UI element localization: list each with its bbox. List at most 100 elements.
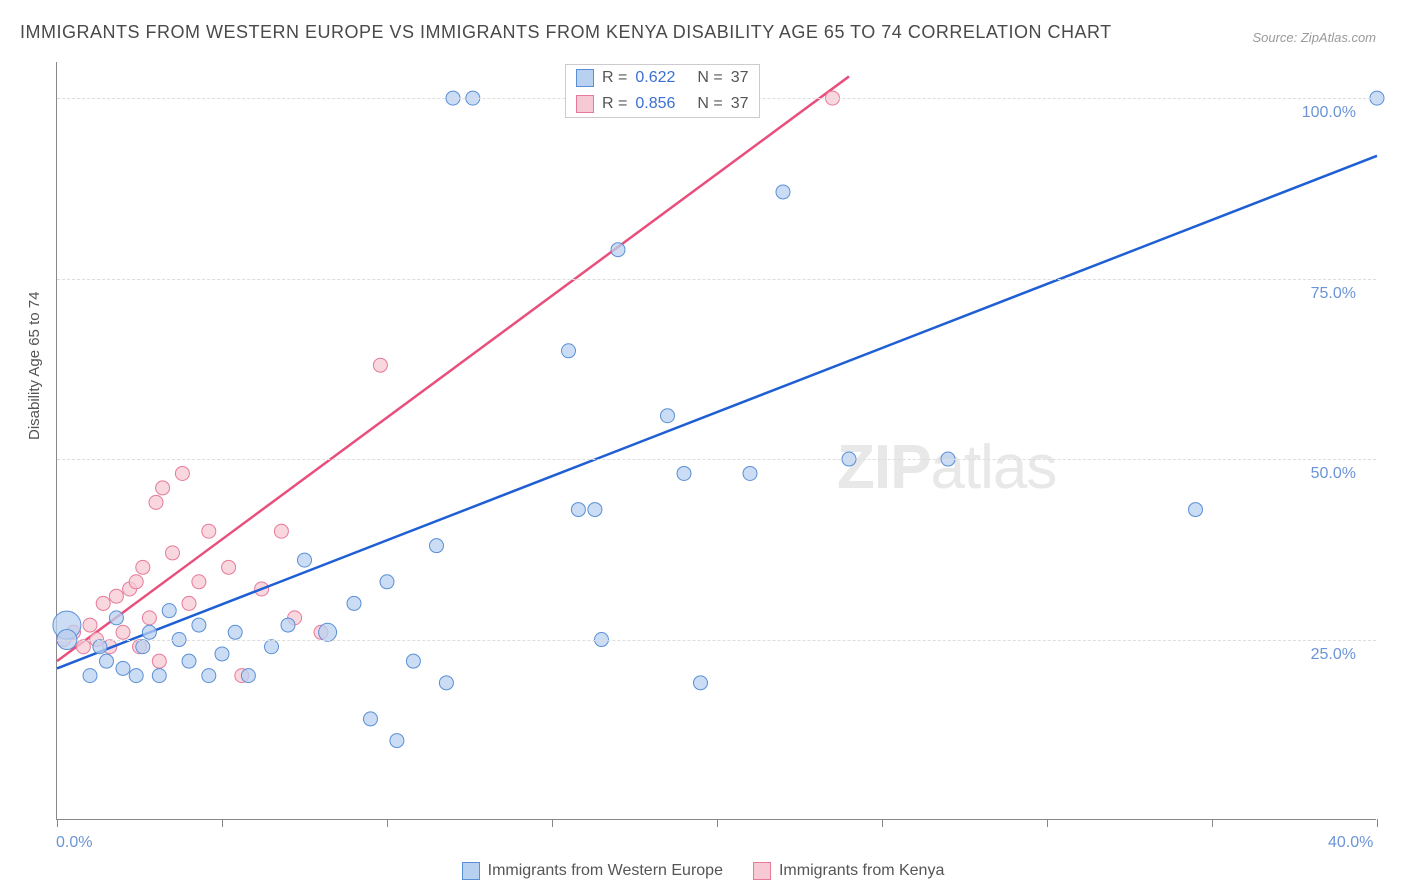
plot-area: ZIPatlas 25.0%50.0%75.0%100.0% <box>56 62 1376 820</box>
legend-series-label: Immigrants from Kenya <box>779 862 944 880</box>
gridline <box>57 459 1376 460</box>
data-point <box>136 560 150 574</box>
x-tick <box>882 819 883 827</box>
y-tick-label: 25.0% <box>1311 646 1356 664</box>
data-point <box>571 503 585 517</box>
data-point <box>100 654 114 668</box>
data-point <box>142 625 156 639</box>
x-tick <box>222 819 223 827</box>
r-value: 0.856 <box>635 95 675 113</box>
legend-series-item: Immigrants from Kenya <box>753 862 944 880</box>
data-point <box>364 712 378 726</box>
legend-swatch <box>576 69 594 87</box>
n-label: N = <box>697 69 722 87</box>
x-tick <box>1212 819 1213 827</box>
legend-swatch <box>462 862 480 880</box>
data-point <box>677 466 691 480</box>
legend-row: R =0.622N =37 <box>566 65 759 91</box>
data-point <box>152 669 166 683</box>
data-point <box>222 560 236 574</box>
data-point <box>109 611 123 625</box>
x-tick <box>1047 819 1048 827</box>
data-point <box>96 596 110 610</box>
y-axis-label: Disability Age 65 to 74 <box>26 292 43 440</box>
data-point <box>265 640 279 654</box>
n-label: N = <box>697 95 722 113</box>
data-point <box>373 358 387 372</box>
data-point <box>136 640 150 654</box>
source-label: Source: ZipAtlas.com <box>1252 30 1376 45</box>
y-tick-label: 50.0% <box>1311 465 1356 483</box>
data-point <box>93 640 107 654</box>
data-point <box>347 596 361 610</box>
data-point <box>182 596 196 610</box>
data-point <box>129 575 143 589</box>
data-point <box>743 466 757 480</box>
legend-correlation: R = 0.622 N = 37R = 0.856 N = 37 <box>565 64 760 118</box>
r-label: R = <box>602 95 627 113</box>
data-point <box>152 654 166 668</box>
legend-swatch <box>576 95 594 113</box>
data-point <box>776 185 790 199</box>
data-point <box>142 611 156 625</box>
x-tick <box>552 819 553 827</box>
data-point <box>182 654 196 668</box>
y-tick-label: 75.0% <box>1311 285 1356 303</box>
data-point <box>215 647 229 661</box>
data-point <box>439 676 453 690</box>
data-point <box>116 625 130 639</box>
data-point <box>274 524 288 538</box>
data-point <box>202 524 216 538</box>
legend-series: Immigrants from Western Europe Immigrants… <box>0 862 1406 880</box>
chart-title: IMMIGRANTS FROM WESTERN EUROPE VS IMMIGR… <box>20 22 1112 43</box>
data-point <box>406 654 420 668</box>
x-tick <box>1377 819 1378 827</box>
data-point <box>83 669 97 683</box>
legend-series-item: Immigrants from Western Europe <box>462 862 723 880</box>
x-tick <box>57 819 58 827</box>
data-point <box>175 466 189 480</box>
x-tick-label: 40.0% <box>1328 834 1373 852</box>
n-value: 37 <box>731 95 749 113</box>
x-tick <box>717 819 718 827</box>
trend-line <box>57 76 849 661</box>
data-point <box>116 661 130 675</box>
data-point <box>129 669 143 683</box>
data-point <box>380 575 394 589</box>
data-point <box>611 243 625 257</box>
correlation-chart: IMMIGRANTS FROM WESTERN EUROPE VS IMMIGR… <box>0 0 1406 892</box>
plot-svg <box>57 62 1376 819</box>
data-point <box>192 618 206 632</box>
data-point <box>588 503 602 517</box>
data-point <box>83 618 97 632</box>
data-point <box>149 495 163 509</box>
legend-row: R = 0.856 N = 37 <box>566 91 759 117</box>
x-tick <box>387 819 388 827</box>
data-point <box>661 409 675 423</box>
data-point <box>109 589 123 603</box>
gridline <box>57 279 1376 280</box>
data-point <box>562 344 576 358</box>
data-point <box>166 546 180 560</box>
y-tick-label: 100.0% <box>1302 104 1356 122</box>
data-point <box>298 553 312 567</box>
legend-swatch <box>753 862 771 880</box>
x-tick-label: 0.0% <box>56 834 92 852</box>
legend-series-label: Immigrants from Western Europe <box>488 862 723 880</box>
data-point <box>694 676 708 690</box>
data-point <box>1189 503 1203 517</box>
data-point <box>241 669 255 683</box>
data-point <box>228 625 242 639</box>
data-point <box>390 734 404 748</box>
data-point <box>76 640 90 654</box>
r-label: R = <box>602 69 627 87</box>
gridline <box>57 640 1376 641</box>
data-point <box>162 604 176 618</box>
data-point <box>192 575 206 589</box>
data-point <box>281 618 295 632</box>
trend-line <box>57 156 1377 669</box>
data-point <box>156 481 170 495</box>
data-point <box>430 539 444 553</box>
data-point <box>202 669 216 683</box>
r-value: 0.622 <box>635 69 675 87</box>
